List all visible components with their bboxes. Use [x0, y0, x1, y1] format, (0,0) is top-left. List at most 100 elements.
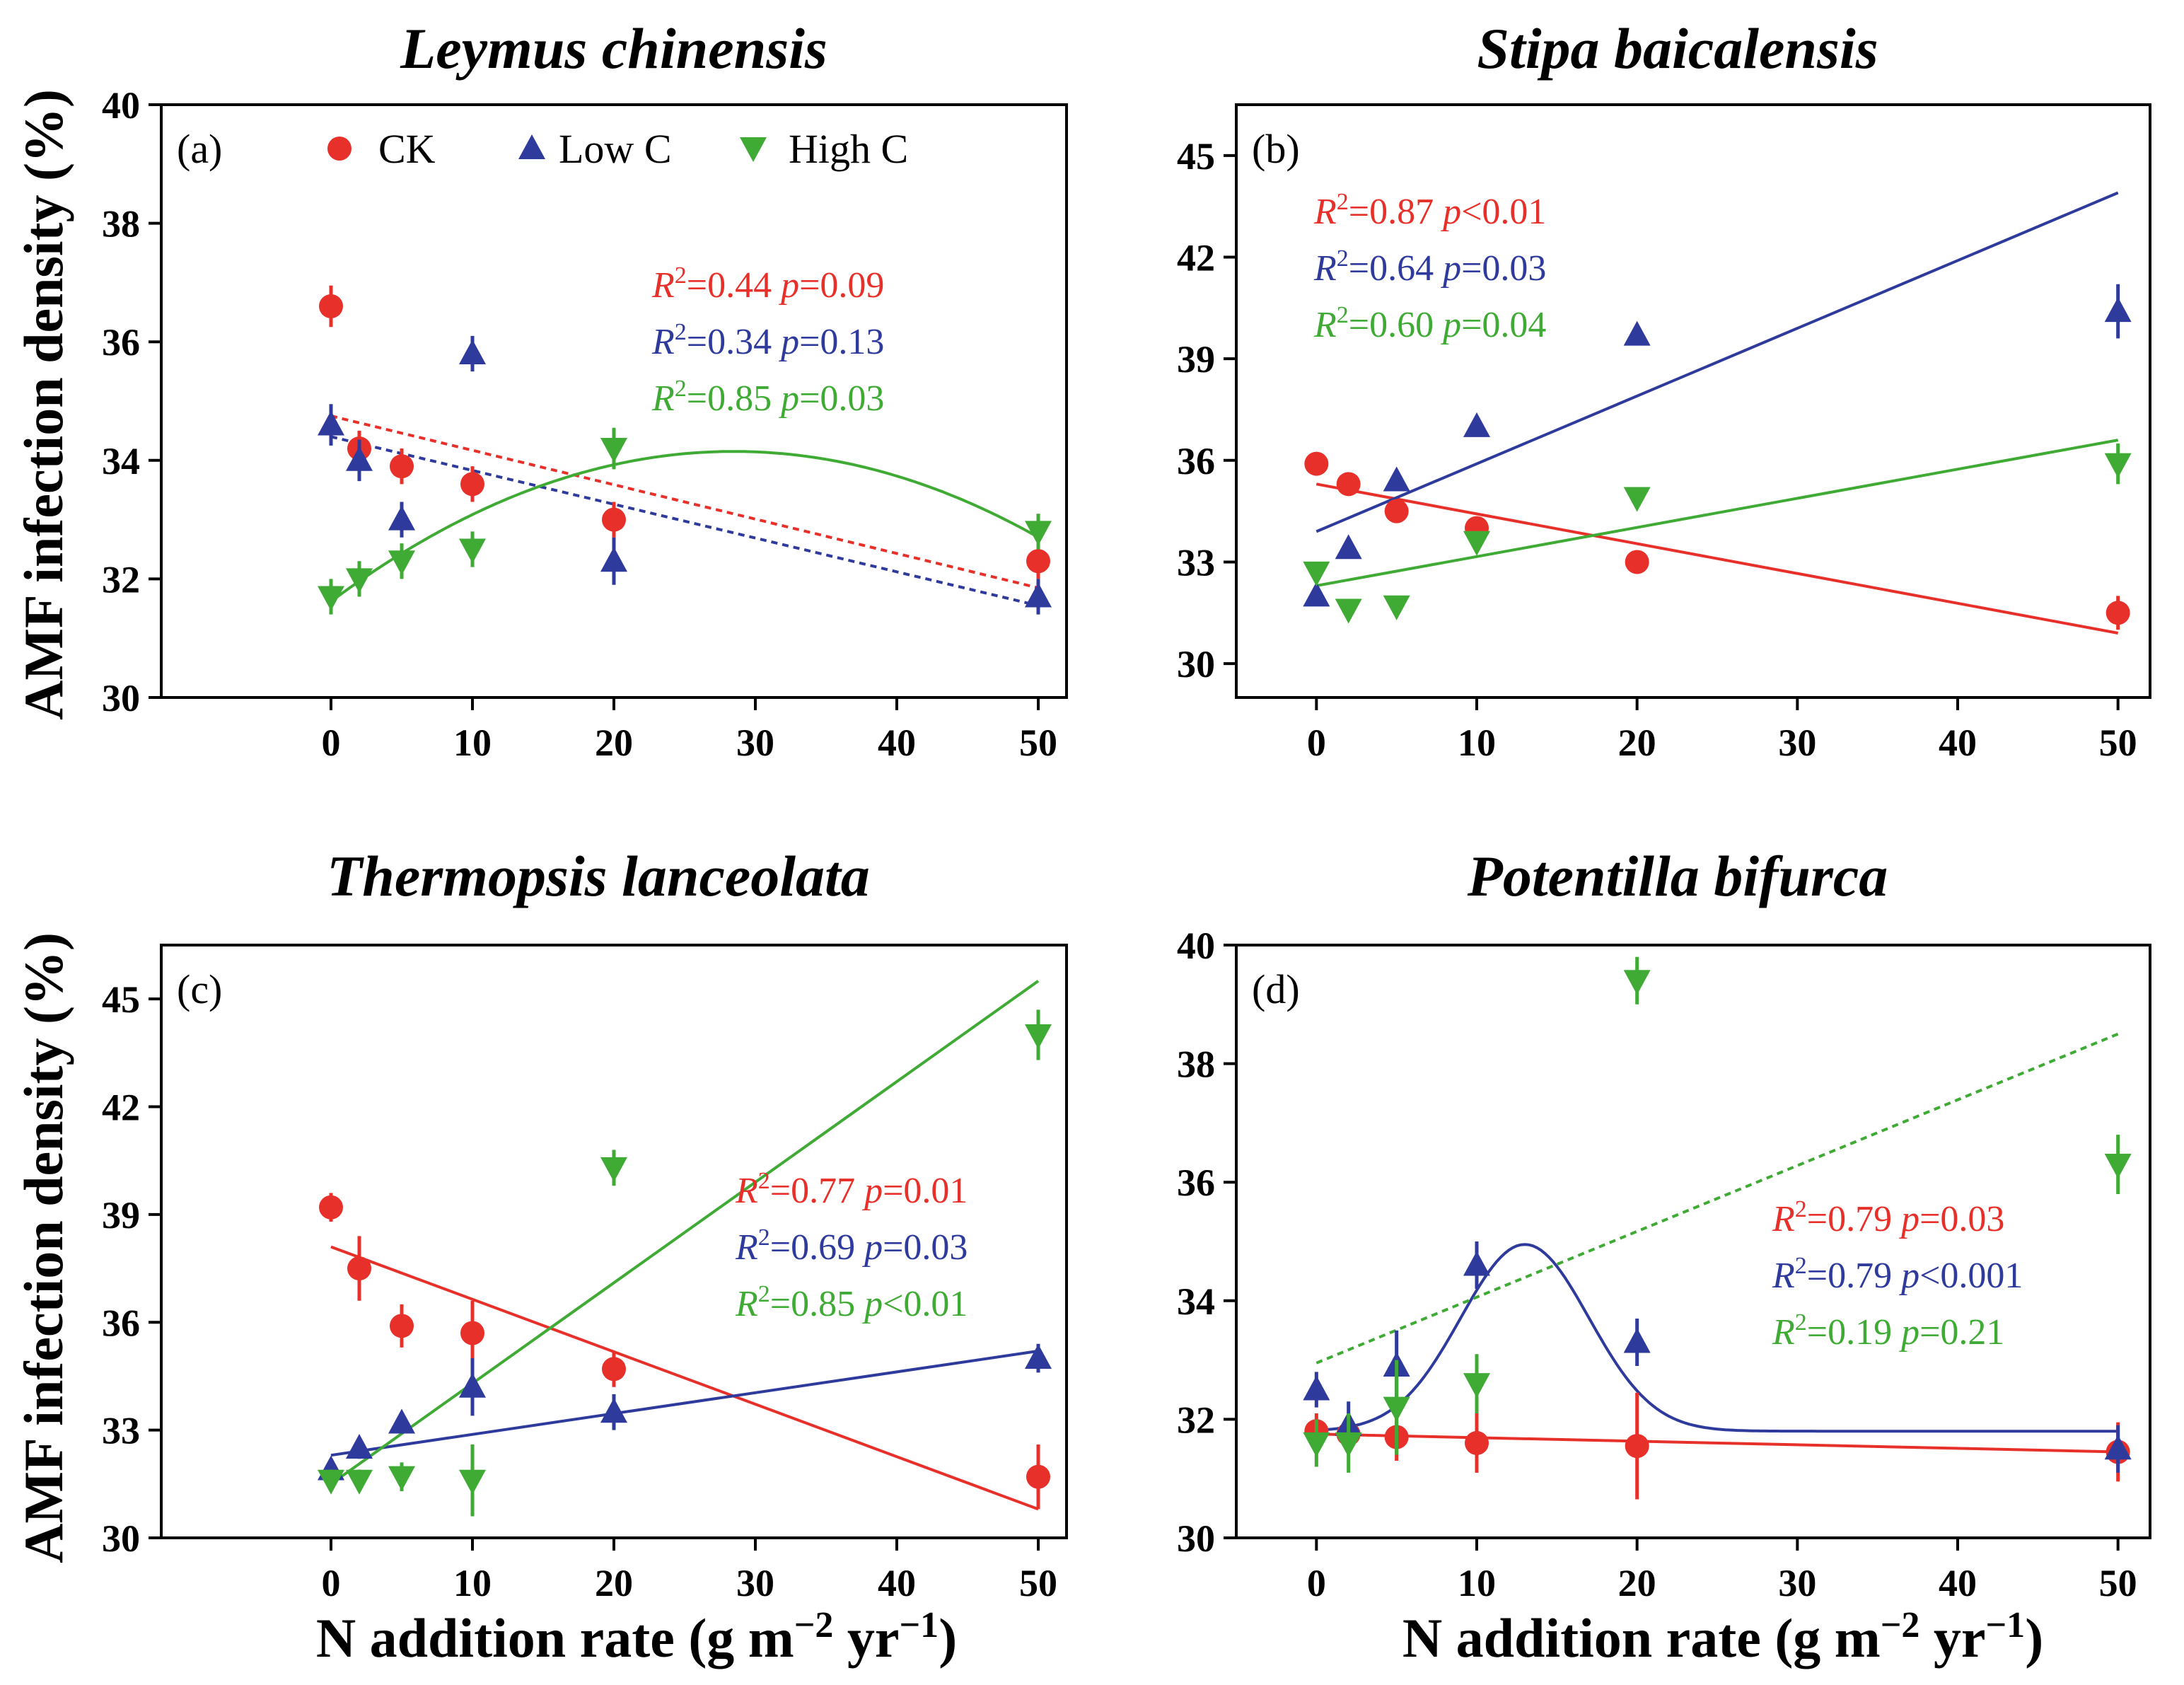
fit-line-high — [330, 450, 1039, 603]
point-ck — [602, 507, 626, 532]
point-high — [318, 586, 344, 611]
point-low — [1303, 581, 1330, 607]
x-tick-label: 0 — [322, 1562, 341, 1604]
point-low — [1383, 466, 1410, 492]
y-axis-label-top: AMF infection density (%) — [13, 89, 74, 720]
panel-title: Thermopsis lanceolata — [327, 844, 870, 908]
panel-letter: (b) — [1252, 126, 1300, 172]
point-high — [1463, 1373, 1490, 1399]
point-high — [1303, 561, 1330, 586]
stat-ck: R2=0.77 p=0.01 — [735, 1168, 968, 1211]
x-tick-label: 50 — [2099, 1562, 2137, 1604]
point-high — [346, 568, 373, 593]
plot-frame — [160, 103, 1068, 699]
point-ck — [1465, 1430, 1489, 1455]
x-tick-label: 40 — [878, 1562, 916, 1604]
y-tick-label: 34 — [1177, 1280, 1215, 1323]
y-tick-label: 40 — [1177, 925, 1215, 967]
fit-line-ck — [330, 1245, 1039, 1511]
panel-letter: (d) — [1252, 966, 1300, 1012]
point-low — [1025, 582, 1052, 608]
point-low — [1303, 1375, 1330, 1401]
x-tick-label: 0 — [1307, 722, 1326, 764]
x-axis-label-left: N addition rate (g m−2 yr−1) — [316, 1605, 957, 1669]
point-low — [346, 446, 373, 471]
point-high — [388, 550, 415, 576]
fit-line-ck — [330, 415, 1039, 589]
fit-line-low — [330, 435, 1039, 608]
point-ck — [1336, 472, 1361, 497]
fit-line-low — [1316, 1243, 2118, 1433]
y-tick-label: 30 — [1177, 643, 1215, 685]
x-tick-label: 40 — [1939, 1562, 1977, 1604]
stat-ck: R2=0.87 p<0.01 — [1313, 189, 1546, 232]
y-tick-label: 36 — [102, 1302, 140, 1344]
stat-low: R2=0.79 p<0.001 — [1772, 1253, 2023, 1296]
y-tick-label: 38 — [102, 203, 140, 245]
stat-low: R2=0.69 p=0.03 — [735, 1224, 968, 1268]
point-low — [600, 1398, 627, 1423]
point-high — [1335, 1432, 1362, 1457]
x-tick-label: 40 — [1939, 722, 1977, 764]
point-high — [2104, 453, 2132, 478]
point-high — [1383, 595, 1410, 620]
panel-a: Leymus chinensis (a) 0 10 20 30 40 50 30 32 34 36 38… — [102, 16, 1068, 764]
panel-c: Thermopsis lanceolata (c) 0 10 20 30 40 50 30 33 3… — [102, 844, 1068, 1604]
x-tick-label: 30 — [1778, 722, 1816, 764]
fit-line-high — [1315, 439, 2119, 587]
y-axis-label-bottom: AMF infection density (%) — [13, 932, 74, 1563]
point-ck — [347, 1256, 371, 1281]
x-tick-label: 20 — [1618, 1562, 1656, 1604]
legend-high-c-marker — [740, 137, 767, 162]
point-ck — [1026, 1464, 1050, 1489]
y-tick-label: 30 — [102, 1517, 140, 1560]
y-tick-label: 39 — [1177, 338, 1215, 381]
y-tick-label: 32 — [1177, 1399, 1215, 1441]
y-tick-label: 45 — [1177, 135, 1215, 178]
y-tick-label: 36 — [1177, 1162, 1215, 1204]
y-tick-label: 39 — [102, 1194, 140, 1237]
point-high — [600, 438, 627, 463]
x-tick-label: 30 — [736, 722, 774, 764]
legend-ck-label: CK — [378, 126, 436, 172]
point-low — [388, 1408, 415, 1434]
x-tick-label: 0 — [1307, 1562, 1326, 1604]
fit-line-ck — [1316, 1432, 2118, 1454]
point-high — [346, 1469, 373, 1495]
point-high — [1623, 970, 1651, 995]
point-high — [1335, 598, 1362, 624]
y-tick-label: 33 — [102, 1410, 140, 1452]
panel-title: Leymus chinensis — [400, 16, 827, 81]
point-ck — [2105, 601, 2130, 625]
x-tick-label: 50 — [2099, 722, 2137, 764]
y-tick-label: 38 — [1177, 1043, 1215, 1086]
panel-title: Stipa baicalensis — [1477, 16, 1878, 81]
point-low — [346, 1434, 373, 1459]
stat-low: R2=0.64 p=0.03 — [1313, 245, 1546, 289]
point-ck — [1625, 550, 1649, 574]
point-low — [2104, 297, 2132, 323]
x-axis-label-right: N addition rate (g m−2 yr−1) — [1402, 1605, 2043, 1669]
fit-line-high — [1315, 1032, 2119, 1365]
point-ck — [390, 1314, 414, 1338]
fit-line-low — [1315, 191, 2119, 533]
point-high — [1463, 531, 1490, 556]
panel-title: Potentilla bifurca — [1467, 844, 1888, 908]
point-low — [2104, 1435, 2132, 1460]
stat-high: R2=0.60 p=0.04 — [1313, 302, 1546, 345]
point-low — [459, 339, 486, 364]
point-high — [388, 1466, 415, 1491]
stat-ck: R2=0.79 p=0.03 — [1772, 1196, 2004, 1239]
y-tick-label: 33 — [1177, 541, 1215, 584]
x-tick-label: 50 — [1019, 722, 1057, 764]
point-high — [1025, 521, 1052, 546]
point-ck — [1026, 549, 1050, 574]
stat-high: R2=0.85 p=0.03 — [651, 376, 884, 419]
legend-high-c-label: High C — [789, 126, 908, 172]
point-low — [1623, 320, 1651, 346]
y-tick-label: 36 — [1177, 440, 1215, 482]
point-high — [1303, 1432, 1330, 1457]
point-low — [600, 547, 627, 572]
y-tick-label: 34 — [102, 440, 140, 482]
